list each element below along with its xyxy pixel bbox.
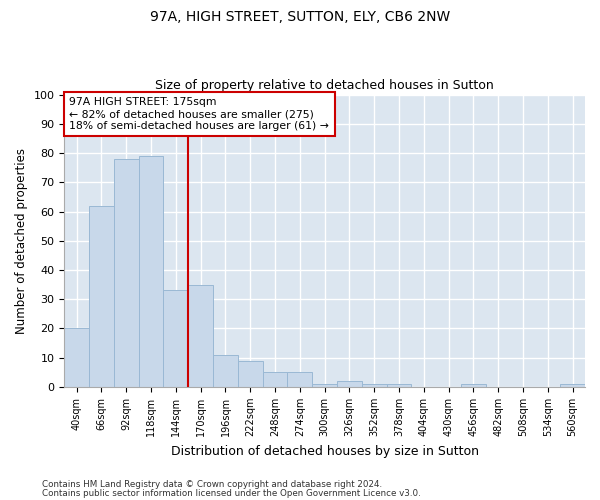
Bar xyxy=(461,384,486,387)
Bar xyxy=(139,156,163,387)
Bar xyxy=(263,372,287,387)
Bar xyxy=(114,159,139,387)
Bar xyxy=(287,372,312,387)
Bar xyxy=(64,328,89,387)
Bar xyxy=(238,360,263,387)
Text: Contains HM Land Registry data © Crown copyright and database right 2024.: Contains HM Land Registry data © Crown c… xyxy=(42,480,382,489)
Bar xyxy=(386,384,412,387)
Text: 97A, HIGH STREET, SUTTON, ELY, CB6 2NW: 97A, HIGH STREET, SUTTON, ELY, CB6 2NW xyxy=(150,10,450,24)
Y-axis label: Number of detached properties: Number of detached properties xyxy=(15,148,28,334)
Bar xyxy=(213,355,238,387)
Text: Contains public sector information licensed under the Open Government Licence v3: Contains public sector information licen… xyxy=(42,488,421,498)
Bar xyxy=(337,381,362,387)
Bar xyxy=(163,290,188,387)
Bar xyxy=(89,206,114,387)
Bar xyxy=(362,384,386,387)
Bar xyxy=(188,284,213,387)
X-axis label: Distribution of detached houses by size in Sutton: Distribution of detached houses by size … xyxy=(170,444,479,458)
Text: 97A HIGH STREET: 175sqm
← 82% of detached houses are smaller (275)
18% of semi-d: 97A HIGH STREET: 175sqm ← 82% of detache… xyxy=(70,98,329,130)
Bar xyxy=(560,384,585,387)
Title: Size of property relative to detached houses in Sutton: Size of property relative to detached ho… xyxy=(155,79,494,92)
Bar xyxy=(312,384,337,387)
